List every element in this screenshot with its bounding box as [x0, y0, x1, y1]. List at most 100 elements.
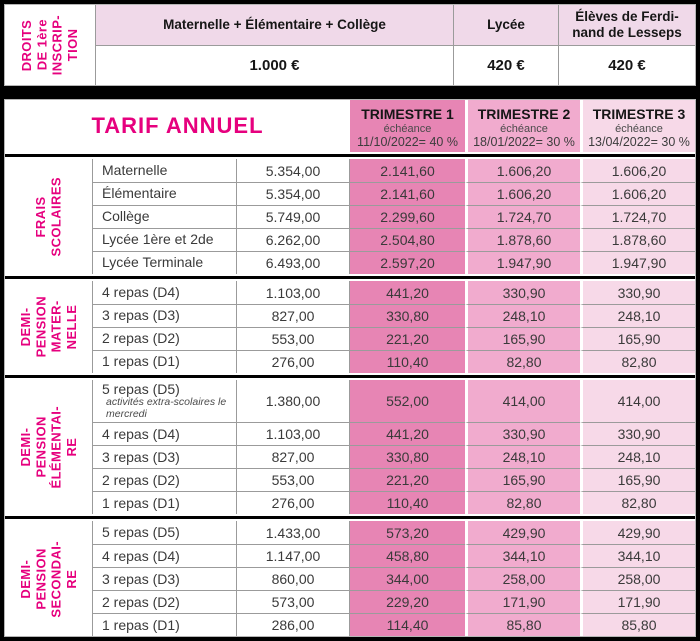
row-label-text: 2 repas (D2) [102, 471, 180, 488]
section-group-label: DEMI- PENSION SECONDAI- RE [17, 540, 79, 618]
trimestre-2-value: 344,10 [465, 544, 580, 568]
trimestre-2-value: 1.606,20 [465, 182, 580, 205]
trimestre-2-value: 330,90 [465, 422, 580, 446]
row-label: 3 repas (D3) [93, 304, 237, 327]
trimestre-2-value: 429,90 [465, 521, 580, 545]
trimestre-3-value: 1.947,90 [580, 251, 695, 274]
trimestre-2-value: 82,80 [465, 350, 580, 373]
section-3: DEMI- PENSION SECONDAI- RE 5 repas (D5) 1.… [5, 521, 695, 637]
section-divider [5, 373, 695, 380]
row-label: Lycée 1ère et 2de [93, 228, 237, 251]
annual-value: 5.749,00 [237, 205, 350, 228]
row-label-text: 5 repas (D5) [102, 381, 180, 397]
row-label: Lycée Terminale [93, 251, 237, 274]
trimestre-3-value: 171,90 [580, 590, 695, 614]
inscription-value-eleves-lesseps: 420 € [558, 46, 695, 85]
trimestre-3-echeance: 13/04/2022= 30 % [588, 134, 690, 149]
annual-value: 1.147,00 [237, 544, 350, 568]
trimestre-2-value: 258,00 [465, 567, 580, 591]
trimestre-1-value: 2.141,60 [350, 182, 465, 205]
row-label-text: 3 repas (D3) [102, 307, 180, 324]
row-label: 4 repas (D4) [93, 281, 237, 304]
trimestre-1-value: 114,40 [350, 613, 465, 637]
trimestre-1-value: 441,20 [350, 281, 465, 304]
trimestre-2-value: 414,00 [465, 380, 580, 423]
annual-value: 573,00 [237, 590, 350, 614]
trimestre-3-value: 1.724,70 [580, 205, 695, 228]
trimestre-2-value: 1.606,20 [465, 159, 580, 182]
trimestre-2-value: 248,10 [465, 445, 580, 469]
row-label-text: 1 repas (D1) [102, 353, 180, 370]
row-label-text: 5 repas (D5) [102, 524, 180, 541]
section-divider [5, 514, 695, 522]
trimestre-3-value: 82,80 [580, 491, 695, 515]
trimestre-3-value: 1.606,20 [580, 159, 695, 182]
tarif-sections: FRAIS SCOLAIRES Maternelle 5.354,00 2.141,6… [5, 152, 695, 637]
trimestre-3-name: TRIMESTRE 3 [592, 105, 686, 122]
annual-value: 5.354,00 [237, 159, 350, 182]
row-label-text: 1 repas (D1) [102, 616, 180, 633]
tarif-title: TARIF ANNUEL [91, 113, 264, 138]
trimestre-2-value: 1.878,60 [465, 228, 580, 251]
tarif-title-cell: TARIF ANNUEL [5, 100, 350, 152]
section-divider [5, 274, 695, 281]
section-group-header: DEMI- PENSION ÉLÉMENTAI- RE [5, 380, 93, 515]
annual-value: 553,00 [237, 468, 350, 492]
trimestre-1-echeance: 11/10/2022= 40 % [357, 134, 458, 149]
annual-value: 276,00 [237, 491, 350, 515]
row-label-text: Lycée 1ère et 2de [102, 231, 214, 248]
row-label: 1 repas (D1) [93, 613, 237, 637]
row-label-text: Élémentaire [102, 185, 177, 202]
trimestre-2-value: 165,90 [465, 327, 580, 350]
annual-value: 1.433,00 [237, 521, 350, 545]
inscription-col-lycee: Lycée [453, 5, 558, 46]
row-label: 2 repas (D2) [93, 327, 237, 350]
row-label: 2 repas (D2) [93, 468, 237, 492]
row-label-text: 4 repas (D4) [102, 283, 180, 300]
trimestre-1-value: 110,40 [350, 350, 465, 373]
trimestre-1-value: 458,80 [350, 544, 465, 568]
trimestre-1-echeance-label: échéance [383, 122, 432, 135]
trimestre-3-value: 85,80 [580, 613, 695, 637]
row-label: 5 repas (D5) [93, 521, 237, 545]
section-group-label: DEMI- PENSION MATER- NELLE [17, 296, 79, 358]
trimestre-3-value: 330,90 [580, 422, 695, 446]
tarif-table: TARIF ANNUEL TRIMESTRE 1 échéance 11/10/… [4, 99, 696, 638]
trimestre-1-value: 344,00 [350, 567, 465, 591]
inscription-row-header: DROITS DE 1ère INSCRIP- TION [5, 5, 96, 85]
annual-value: 553,00 [237, 327, 350, 350]
row-label-text: 4 repas (D4) [102, 425, 180, 442]
trimestre-3-value: 1.878,60 [580, 228, 695, 251]
trimestre-3-value: 165,90 [580, 327, 695, 350]
trimestre-2-header: TRIMESTRE 2 échéance 18/01/2022= 30 % [465, 100, 580, 152]
trimestre-1-value: 110,40 [350, 491, 465, 515]
annual-value: 6.262,00 [237, 228, 350, 251]
trimestre-2-value: 82,80 [465, 491, 580, 515]
trimestre-1-value: 221,20 [350, 327, 465, 350]
trimestre-2-value: 165,90 [465, 468, 580, 492]
trimestre-1-value: 2.141,60 [350, 159, 465, 182]
trimestre-1-value: 330,80 [350, 304, 465, 327]
trimestre-3-value: 330,90 [580, 281, 695, 304]
inscription-col-eleves-lesseps: Élèves de Ferdi- nand de Lesseps [558, 5, 695, 46]
trimestre-2-value: 171,90 [465, 590, 580, 614]
trimestre-2-value: 1.947,90 [465, 251, 580, 274]
annual-value: 1.103,00 [237, 422, 350, 446]
row-label: 5 repas (D5) activités extra-scolaires le… [93, 380, 237, 423]
row-label-text: Lycée Terminale [102, 254, 204, 271]
trimestre-2-value: 248,10 [465, 304, 580, 327]
trimestre-1-name: TRIMESTRE 1 [361, 105, 454, 122]
annual-value: 286,00 [237, 613, 350, 637]
row-label: Maternelle [93, 159, 237, 182]
section-group-label: DEMI- PENSION ÉLÉMENTAI- RE [17, 406, 79, 489]
trimestre-3-value: 165,90 [580, 468, 695, 492]
trimestre-2-value: 85,80 [465, 613, 580, 637]
trimestre-3-value: 248,10 [580, 445, 695, 469]
section-group-label: FRAIS SCOLAIRES [33, 176, 64, 257]
trimestre-1-value: 552,00 [350, 380, 465, 423]
row-label-text: 3 repas (D3) [102, 570, 180, 587]
trimestre-3-value: 82,80 [580, 350, 695, 373]
annual-value: 860,00 [237, 567, 350, 591]
inscription-value-maternelle-elementaire-college: 1.000 € [249, 57, 300, 74]
